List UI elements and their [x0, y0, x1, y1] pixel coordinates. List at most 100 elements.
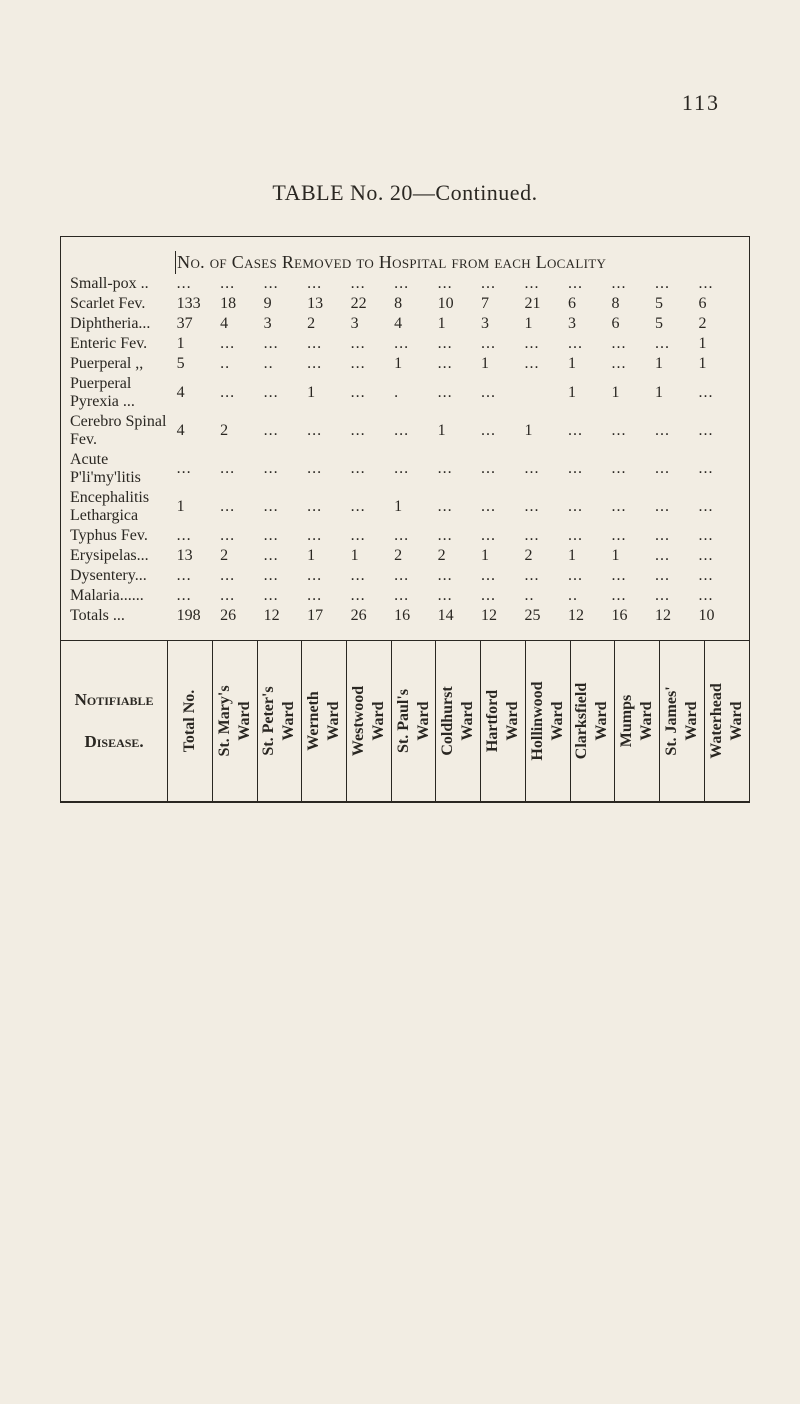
table-cell: ... [480, 334, 523, 354]
table-cell: ... [219, 488, 262, 526]
table-row: Acute P'li'my'litis.....................… [69, 450, 741, 488]
table-cell: 1 [567, 546, 610, 566]
table-cell: 6 [697, 294, 741, 314]
table-cell: ... [263, 526, 306, 546]
table-cell: 14 [437, 606, 480, 626]
table-cell: 4 [393, 314, 436, 334]
table-cell: ... [306, 488, 349, 526]
table-cell: ... [263, 566, 306, 586]
table-cell: 198 [176, 606, 219, 626]
table-row: Erysipelas...132...11221211...... [69, 546, 741, 566]
table-cell: ... [567, 488, 610, 526]
table-cell: ... [176, 586, 219, 606]
table-cell: ... [306, 566, 349, 586]
table-cell: 21 [524, 294, 567, 314]
table-cell: ... [437, 354, 480, 374]
table-row: Typhus Fev..............................… [69, 526, 741, 546]
table-cell: ... [263, 546, 306, 566]
table-cell: ... [524, 488, 567, 526]
table-cell: 26 [350, 606, 393, 626]
table-cell: ... [524, 334, 567, 354]
table-cell: ... [393, 566, 436, 586]
table-cell: 2 [524, 546, 567, 566]
table-cell: ... [350, 334, 393, 354]
table-cell: 4 [176, 374, 219, 412]
table-cell: 2 [306, 314, 349, 334]
table-cell: ... [263, 412, 306, 450]
table-cell: 8 [611, 294, 654, 314]
table-cell: 3 [480, 314, 523, 334]
disease-name: Diphtheria... [69, 314, 176, 334]
table-cell: 1 [176, 488, 219, 526]
table-cell: 2 [437, 546, 480, 566]
disease-name: Malaria...... [69, 586, 176, 606]
table-cell: ... [437, 450, 480, 488]
table-cell: 18 [219, 294, 262, 314]
table-cell: ... [697, 566, 741, 586]
table-cell: ... [393, 334, 436, 354]
table-cell: ... [697, 546, 741, 566]
table-cell: ... [567, 334, 610, 354]
table-cell: 4 [219, 314, 262, 334]
table-row: Diphtheria...37432341313652 [69, 314, 741, 334]
table-cell: ... [306, 354, 349, 374]
table-cell: 1 [437, 314, 480, 334]
table-cell: ... [654, 586, 697, 606]
banner-text: No. of Cases Removed to Hospital from ea… [177, 252, 218, 273]
table-cell: ... [437, 274, 480, 294]
table-cell: 6 [567, 294, 610, 314]
table-cell: ... [480, 566, 523, 586]
table-cell: ... [654, 566, 697, 586]
col-hollinwood-header: HollinwoodWard [525, 641, 570, 801]
table-cell: ... [697, 450, 741, 488]
table-cell: ... [350, 488, 393, 526]
table-cell: 1 [697, 354, 741, 374]
table-cell: 3 [350, 314, 393, 334]
table-cell: ... [219, 334, 262, 354]
table-cell: .. [263, 354, 306, 374]
table-cell: 13 [176, 546, 219, 566]
table-cell: 12 [263, 606, 306, 626]
table-cell: 13 [306, 294, 349, 314]
table-cell: ... [697, 488, 741, 526]
table-cell: ... [697, 274, 741, 294]
table-cell: 1 [524, 412, 567, 450]
table-cell: 133 [176, 294, 219, 314]
table-cell: ... [524, 450, 567, 488]
table-cell: ... [263, 586, 306, 606]
table-cell: 2 [219, 412, 262, 450]
col-coldhurst-header: ColdhurstWard [436, 641, 481, 801]
table-cell: ... [480, 488, 523, 526]
table-cell: 1 [654, 374, 697, 412]
table-cell: ... [306, 586, 349, 606]
table-cell: ... [611, 566, 654, 586]
table-cell: 1 [393, 488, 436, 526]
table-cell: .. [567, 586, 610, 606]
disease-name: Typhus Fev. [69, 526, 176, 546]
table-cell: 9 [263, 294, 306, 314]
disease-name: Cerebro Spinal Fev. [69, 412, 176, 450]
main-table: Notifiable Disease. Total No. St. Mary's… [61, 641, 749, 802]
table-cell: ... [219, 566, 262, 586]
table-cell: ... [567, 526, 610, 546]
page-number: 113 [682, 90, 720, 116]
table-cell: ... [437, 374, 480, 412]
table-cell: 1 [524, 314, 567, 334]
col-mumps-header: MumpsWard [615, 641, 660, 801]
table-cell: ... [654, 412, 697, 450]
table-cell: 10 [437, 294, 480, 314]
table-cell: ... [437, 526, 480, 546]
table-cell: 25 [524, 606, 567, 626]
table-cell: 17 [306, 606, 349, 626]
table-cell: 2 [219, 546, 262, 566]
table-cell: ... [393, 274, 436, 294]
table-cell: 7 [480, 294, 523, 314]
col-waterhead-header: WaterheadWard [704, 641, 749, 801]
table-cell: 1 [480, 354, 523, 374]
table-cell: 22 [350, 294, 393, 314]
table-cell: 10 [697, 606, 741, 626]
disease-label-a: Notifiable [75, 690, 154, 710]
col-werneth-header: WernethWard [302, 641, 347, 801]
table-cell: 4 [176, 412, 219, 450]
table-cell: 1 [611, 546, 654, 566]
